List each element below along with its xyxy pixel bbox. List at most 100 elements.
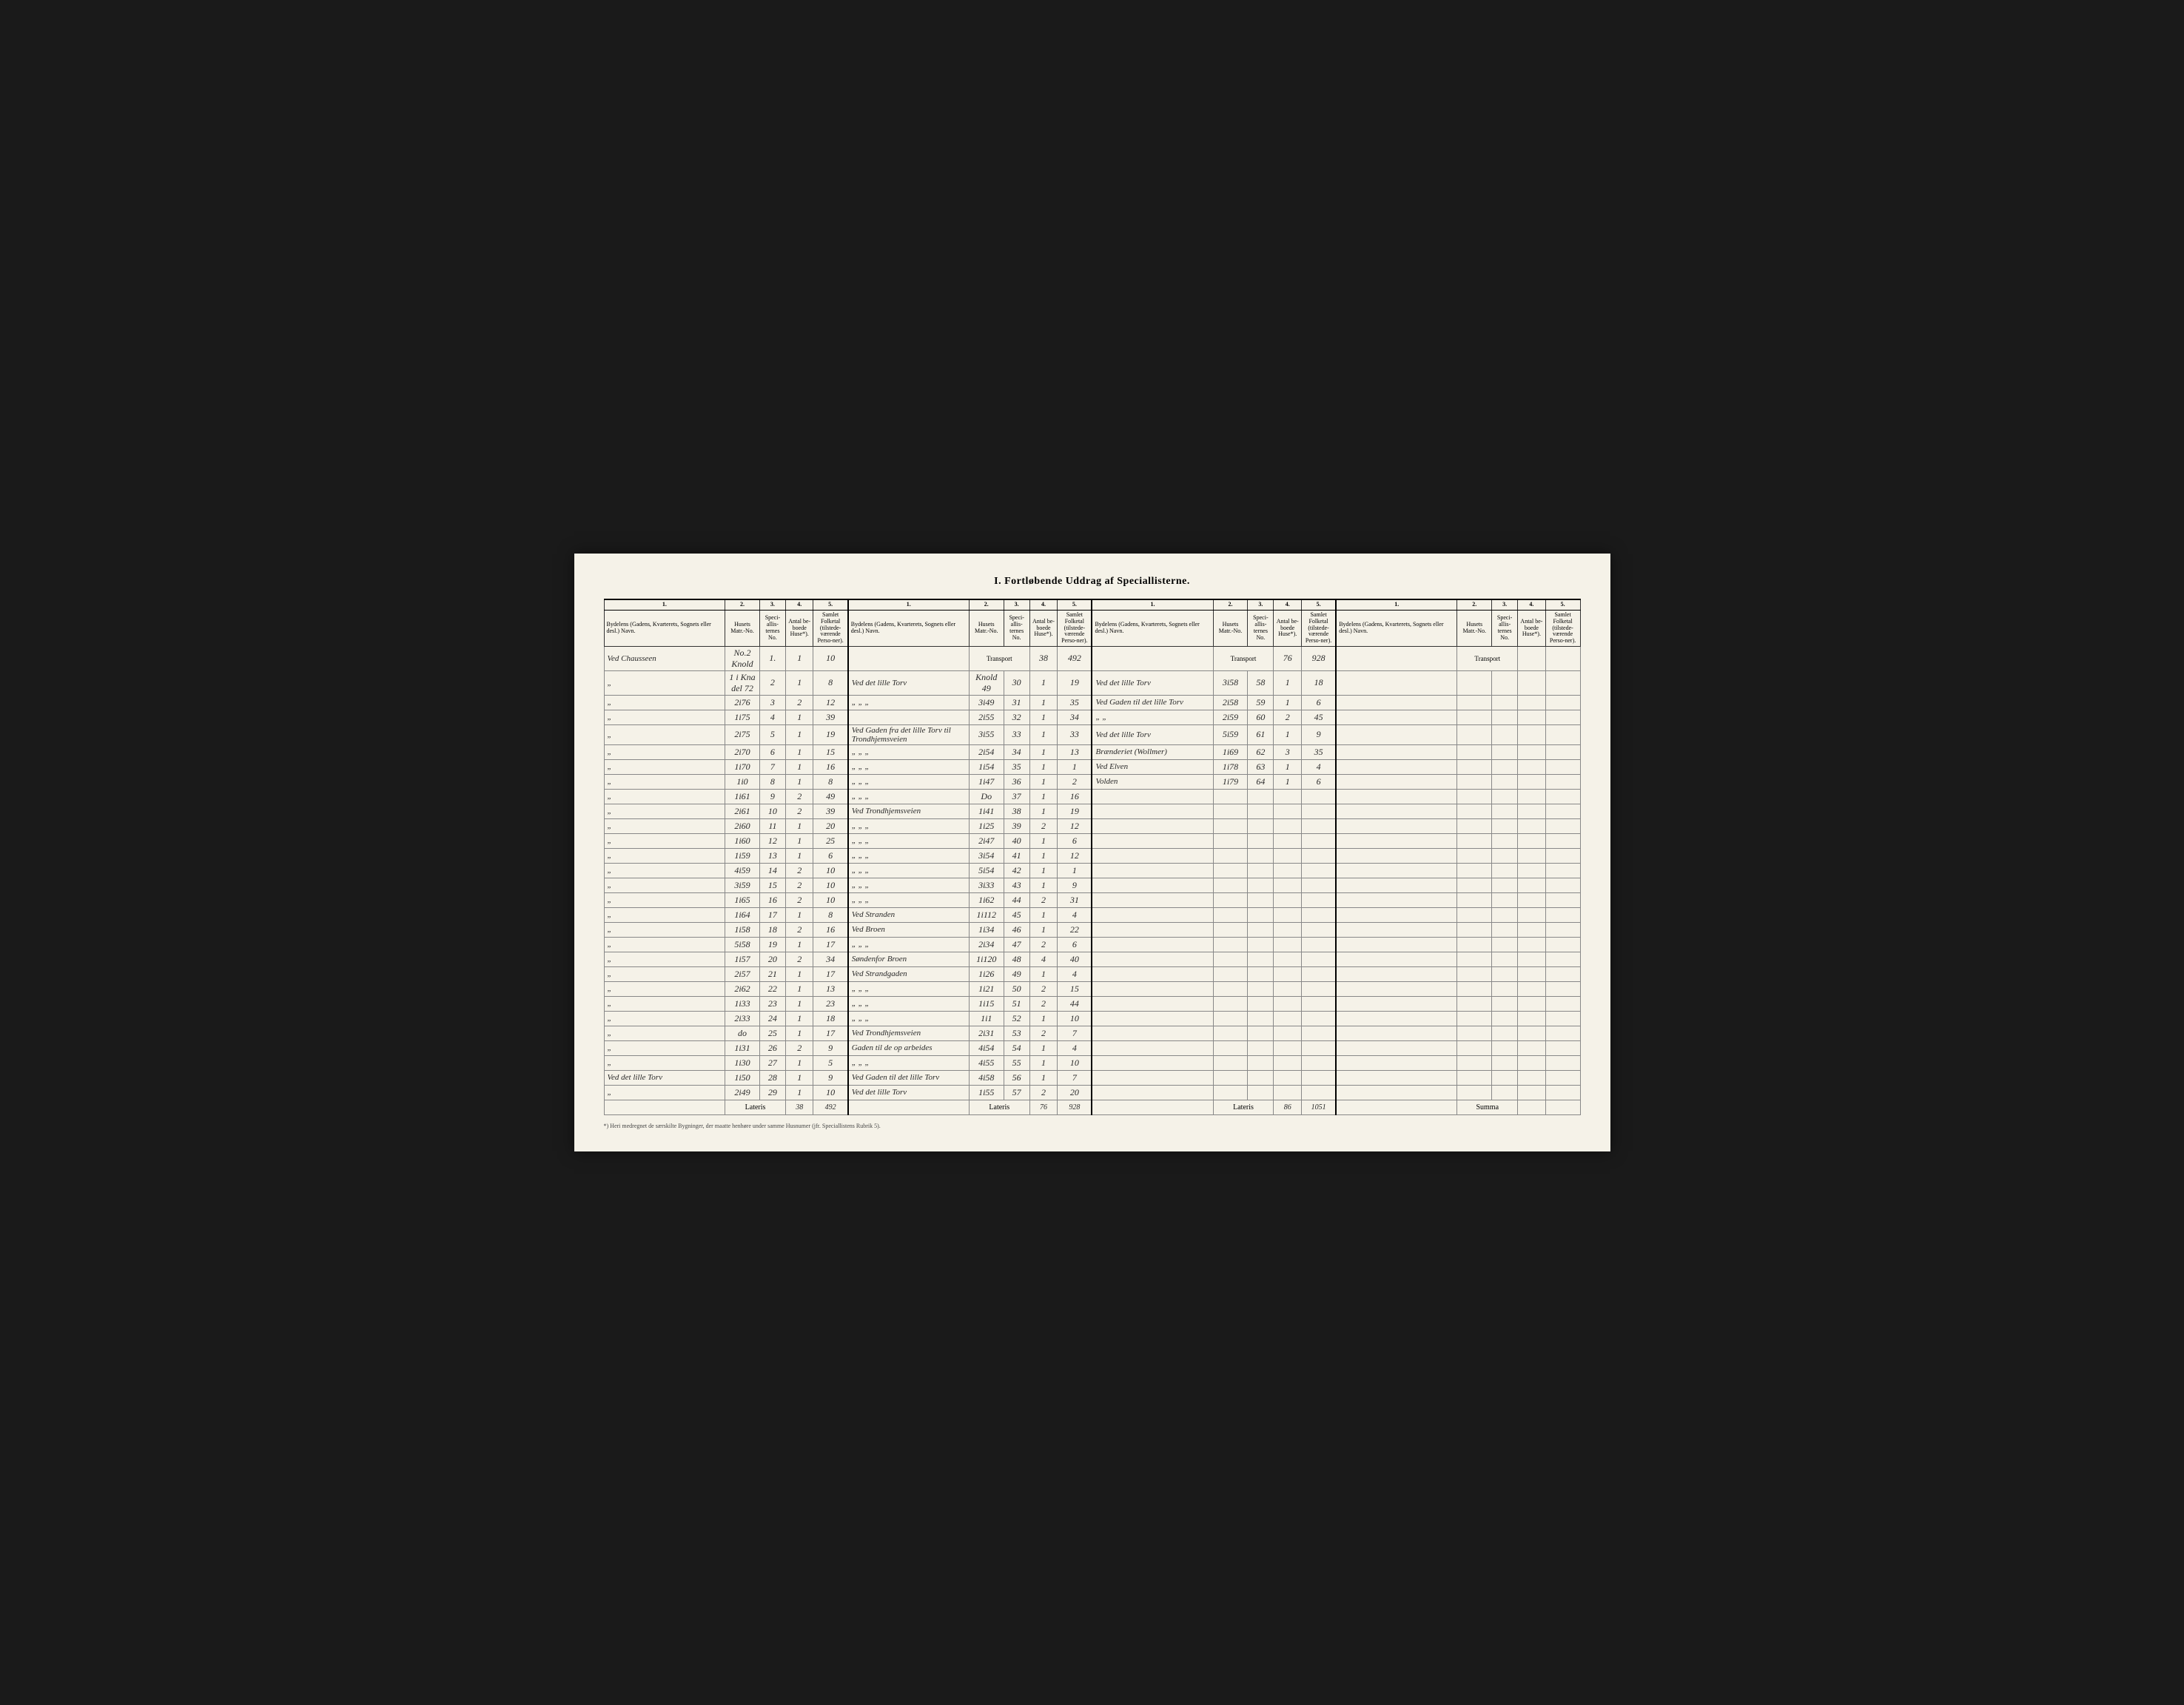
cell [1248, 907, 1274, 922]
cell: 18 [813, 1011, 848, 1026]
cell: 54 [1004, 1040, 1029, 1055]
cell [1545, 833, 1580, 848]
cell [1545, 863, 1580, 878]
cell: 2i31 [969, 1026, 1004, 1040]
cell: 1 [785, 937, 813, 952]
cell [1213, 1011, 1248, 1026]
cell [1545, 892, 1580, 907]
cell [1492, 848, 1518, 863]
cell: do [725, 1026, 760, 1040]
cell: 10 [813, 878, 848, 892]
cell [1213, 789, 1248, 804]
cell [1518, 1026, 1546, 1040]
cell: Transport [969, 646, 1029, 670]
header-spec-d: Speci-allis-ternes No. [1492, 610, 1518, 646]
cell: 5 [759, 724, 785, 744]
cell [1545, 996, 1580, 1011]
cell [1457, 952, 1492, 966]
cell [1457, 907, 1492, 922]
cell [1092, 981, 1213, 996]
table-row: „1i591316„ „ „3i5441112 [604, 848, 1580, 863]
cell: Ved Elven [1092, 759, 1213, 774]
cell: 64 [1248, 774, 1274, 789]
cell: 4i54 [969, 1040, 1004, 1055]
cell: 7 [759, 759, 785, 774]
col-num-2c: 2. [1213, 599, 1248, 610]
cell: 1 [1029, 695, 1058, 710]
cell [1336, 1070, 1457, 1085]
cell: 31 [1058, 892, 1092, 907]
cell: 5i58 [725, 937, 760, 952]
cell: Ved det lille Torv [1092, 724, 1213, 744]
cell [1092, 1100, 1213, 1114]
cell [1248, 952, 1274, 966]
cell [1092, 907, 1213, 922]
cell: 1i60 [725, 833, 760, 848]
cell: 1i78 [1213, 759, 1248, 774]
cell [1213, 1085, 1248, 1100]
cell: Transport [1213, 646, 1274, 670]
cell [1518, 789, 1546, 804]
table-row: „2i755119Ved Gaden fra det lille Torv ti… [604, 724, 1580, 744]
cell [1274, 907, 1302, 922]
cell: 1 [785, 1085, 813, 1100]
cell [1545, 789, 1580, 804]
table-row: „4i5914210„ „ „5i544211 [604, 863, 1580, 878]
cell [1336, 804, 1457, 818]
cell [1336, 878, 1457, 892]
cell: „ [604, 966, 725, 981]
table-row: „1 i Kna del 72218Ved det lille TorvKnol… [604, 670, 1580, 695]
cell [1518, 646, 1546, 670]
cell: 52 [1004, 1011, 1029, 1026]
cell: 30 [1004, 670, 1029, 695]
cell [1518, 937, 1546, 952]
cell: 16 [759, 892, 785, 907]
cell [1518, 952, 1546, 966]
cell [1092, 804, 1213, 818]
cell: 4 [1058, 1040, 1092, 1055]
cell [1213, 1070, 1248, 1085]
cell: 2 [1029, 1026, 1058, 1040]
cell [1518, 818, 1546, 833]
cell [1492, 744, 1518, 759]
cell: 39 [813, 710, 848, 724]
cell: 44 [1058, 996, 1092, 1011]
cell [1457, 789, 1492, 804]
cell: 34 [1058, 710, 1092, 724]
cell: 1i47 [969, 774, 1004, 789]
cell: 10 [813, 892, 848, 907]
cell: 1 [1029, 1011, 1058, 1026]
cell [1248, 848, 1274, 863]
cell: 1 [785, 670, 813, 695]
col-num-2a: 2. [725, 599, 760, 610]
ledger-page: I. Fortløbende Uddrag af Speciallisterne… [574, 554, 1610, 1151]
cell: „ [604, 952, 725, 966]
header-name-c: Bydelens (Gadens, Kvarterets, Sognets el… [1092, 610, 1213, 646]
cell: Ved Gaden fra det lille Torv til Trondhj… [848, 724, 970, 744]
cell: 20 [813, 818, 848, 833]
cell [1457, 892, 1492, 907]
cell [1248, 981, 1274, 996]
cell [1492, 878, 1518, 892]
cell: 1 [1274, 759, 1302, 774]
cell [1336, 724, 1457, 744]
cell [1518, 724, 1546, 744]
cell: 5i59 [1213, 724, 1248, 744]
cell [1092, 937, 1213, 952]
cell [1274, 966, 1302, 981]
cell [1492, 966, 1518, 981]
cell: 16 [813, 922, 848, 937]
cell [1518, 966, 1546, 981]
cell: 2 [785, 804, 813, 818]
cell: 15 [813, 744, 848, 759]
cell: „ [604, 922, 725, 937]
cell: 14 [759, 863, 785, 878]
cell [1545, 907, 1580, 922]
cell: 59 [1248, 695, 1274, 710]
cell: 22 [759, 981, 785, 996]
cell: 4 [1058, 907, 1092, 922]
cell: 1i25 [969, 818, 1004, 833]
cell [1336, 818, 1457, 833]
cell [604, 1100, 725, 1114]
cell: 1 [1029, 848, 1058, 863]
